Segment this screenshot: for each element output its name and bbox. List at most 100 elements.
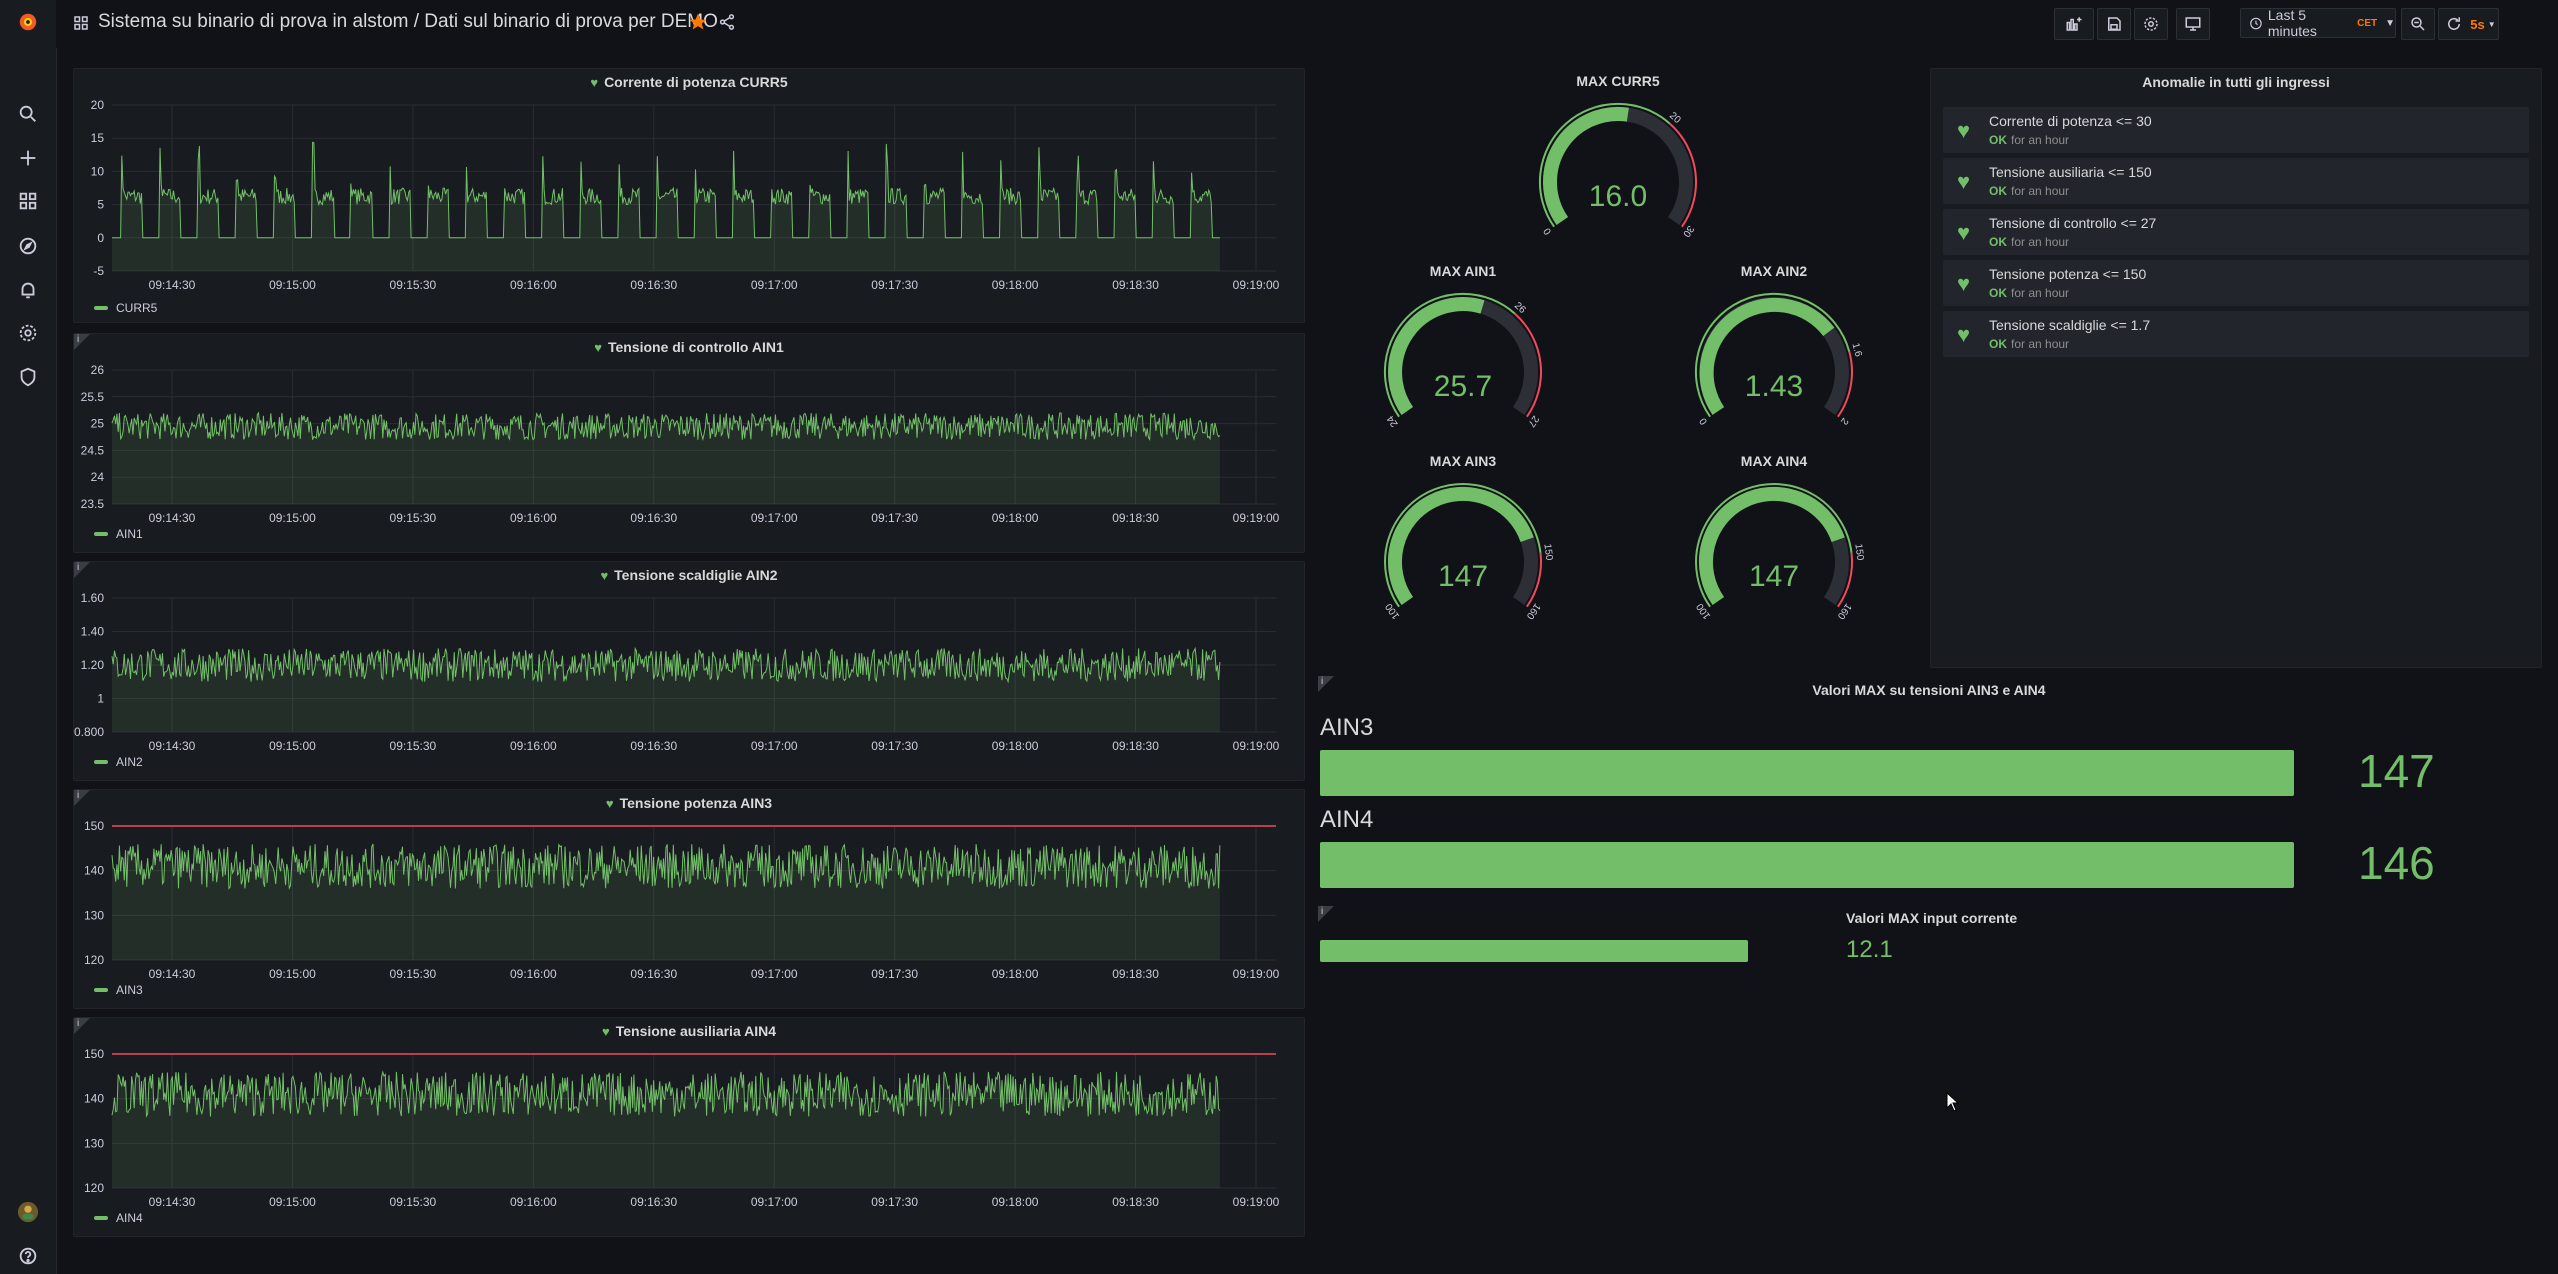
info-corner[interactable] bbox=[74, 790, 90, 806]
info-icon[interactable]: i bbox=[77, 1018, 80, 1029]
gauge-title[interactable]: MAX CURR5 bbox=[1576, 73, 1660, 89]
x-tick-label: 09:18:30 bbox=[1112, 1195, 1159, 1209]
info-corner[interactable] bbox=[74, 1018, 90, 1034]
x-tick-label: 09:15:30 bbox=[390, 739, 437, 753]
gauge-panel[interactable]: MAX AIN2 0 1.6 2 1.43 bbox=[1674, 258, 1874, 438]
timeseries-panel-ain2[interactable]: i ♥ Tensione scaldiglie AIN2 1.60 1.40 1.20… bbox=[73, 561, 1305, 781]
bar-gauge-panel-current[interactable]: i Valori MAX input corrente 12.1 bbox=[1318, 906, 2540, 976]
legend-item[interactable]: AIN1 bbox=[94, 527, 143, 541]
info-icon[interactable]: i bbox=[1321, 676, 1324, 687]
x-tick-label: 09:14:30 bbox=[149, 278, 196, 292]
favorite-star-icon[interactable] bbox=[688, 12, 708, 37]
alert-name[interactable]: Tensione ausiliaria <= 150 bbox=[1989, 164, 2152, 180]
series-line[interactable] bbox=[112, 141, 1220, 239]
gauge-panel[interactable]: MAX AIN4 100 150 160 147 bbox=[1674, 448, 1874, 628]
bar-gauge-track bbox=[1320, 842, 2294, 888]
panel-title[interactable]: Anomalie in tutti gli ingressi bbox=[2142, 74, 2330, 90]
configuration-gear-icon[interactable] bbox=[16, 321, 40, 345]
timeseries-panel-ain3[interactable]: i ♥ Tensione potenza AIN3 150 140 130 120 09:… bbox=[73, 789, 1305, 1009]
zoom-out-button[interactable] bbox=[2401, 8, 2435, 40]
legend-item[interactable]: CURR5 bbox=[94, 301, 157, 315]
info-corner[interactable] bbox=[74, 334, 90, 350]
alert-item[interactable]: ♥ Tensione di controllo <= 27 OK for an h… bbox=[1943, 209, 2529, 255]
timeseries-plot[interactable]: 150 140 130 120 09:14:30 09:15:00 09:15:30 09:1… bbox=[74, 816, 1306, 984]
alert-name[interactable]: Tensione scaldiglie <= 1.7 bbox=[1989, 317, 2151, 333]
series-line[interactable] bbox=[111, 646, 1221, 684]
y-tick-label: 150 bbox=[84, 1047, 104, 1061]
gauge-panel[interactable]: MAX CURR5 0 20 30 16.0 bbox=[1518, 68, 1718, 248]
info-icon[interactable]: i bbox=[77, 562, 80, 573]
dashboards-icon[interactable] bbox=[16, 189, 40, 213]
bar-gauge-value: 147 bbox=[2358, 745, 2435, 797]
series-line[interactable] bbox=[111, 843, 1221, 890]
timeseries-panel-ain1[interactable]: i ♥ Tensione di controllo AIN1 26 25.5 25 24… bbox=[73, 333, 1305, 553]
server-admin-shield-icon[interactable] bbox=[16, 365, 40, 389]
timeseries-plot[interactable]: 1.60 1.40 1.20 1 0.800 09:14:30 09:15:00 09:15:… bbox=[74, 588, 1306, 756]
legend-item[interactable]: AIN3 bbox=[94, 983, 143, 997]
info-corner[interactable] bbox=[1318, 906, 1334, 922]
explore-compass-icon[interactable] bbox=[16, 234, 40, 258]
series-area bbox=[112, 843, 1220, 960]
time-picker-button[interactable]: Last 5 minutes CET ▼ bbox=[2240, 7, 2396, 39]
timeseries-plot[interactable]: 26 25.5 25 24.5 24 23.5 09:14:30 09:15:00 09:15:… bbox=[74, 360, 1306, 528]
panel-title[interactable]: ♥ Corrente di potenza CURR5 bbox=[74, 74, 1304, 90]
add-panel-button[interactable] bbox=[2054, 8, 2094, 40]
series-line[interactable] bbox=[111, 1070, 1221, 1118]
gauge-title[interactable]: MAX AIN4 bbox=[1740, 453, 1808, 469]
alert-list-panel[interactable]: Anomalie in tutti gli ingressi ♥ Corrent… bbox=[1930, 68, 2542, 668]
panel-title[interactable]: ♥ Tensione potenza AIN3 bbox=[74, 795, 1304, 811]
x-tick-label: 09:16:30 bbox=[630, 511, 677, 525]
alerting-bell-icon[interactable] bbox=[16, 278, 40, 302]
alert-name[interactable]: Corrente di potenza <= 30 bbox=[1989, 113, 2152, 129]
legend-item[interactable]: AIN4 bbox=[94, 1211, 143, 1225]
cycle-view-mode-button[interactable] bbox=[2176, 8, 2210, 40]
timeseries-panel-curr5[interactable]: ♥ Corrente di potenza CURR5 20 15 10 5 0 -5 09:… bbox=[73, 68, 1305, 323]
dashboard-title[interactable]: Sistema su binario di prova in alstom / … bbox=[98, 11, 718, 32]
x-tick-label: 09:16:30 bbox=[630, 278, 677, 292]
alert-item[interactable]: ♥ Tensione potenza <= 150 OK for an hour bbox=[1943, 260, 2529, 306]
info-corner[interactable] bbox=[1318, 676, 1334, 692]
timeseries-panel-ain4[interactable]: i ♥ Tensione ausiliaria AIN4 150 140 130 120… bbox=[73, 1017, 1305, 1237]
alert-item[interactable]: ♥ Tensione scaldiglie <= 1.7 OK for an ho… bbox=[1943, 311, 2529, 357]
info-icon[interactable]: i bbox=[77, 790, 80, 801]
alert-name[interactable]: Tensione potenza <= 150 bbox=[1989, 266, 2147, 282]
panel-title[interactable]: Valori MAX su tensioni AIN3 e AIN4 bbox=[1812, 682, 2046, 698]
timeseries-plot[interactable]: 20 15 10 5 0 -5 09:14:30 09:15:00 09:15:30 09:16:… bbox=[74, 95, 1306, 295]
heart-ok-icon: ♥ bbox=[1957, 271, 1971, 296]
search-icon[interactable] bbox=[16, 102, 40, 126]
gauge-title[interactable]: MAX AIN3 bbox=[1429, 453, 1497, 469]
gauge-panel[interactable]: MAX AIN3 100 150 160 147 bbox=[1363, 448, 1563, 628]
x-tick-label: 09:18:30 bbox=[1112, 278, 1159, 292]
info-corner[interactable] bbox=[74, 562, 90, 578]
help-icon[interactable] bbox=[16, 1244, 40, 1268]
series-line[interactable] bbox=[111, 411, 1221, 442]
bar-gauge-panel-ain3-ain4[interactable]: i Valori MAX su tensioni AIN3 e AIN4 AIN… bbox=[1318, 676, 2540, 906]
gauge-title[interactable]: MAX AIN1 bbox=[1429, 263, 1497, 279]
timeseries-plot[interactable]: 150 140 130 120 09:14:30 09:15:00 09:15:30 09:1… bbox=[74, 1044, 1306, 1212]
dashboard-settings-button[interactable] bbox=[2134, 8, 2168, 40]
refresh-interval-picker[interactable]: 5s ▼ bbox=[2468, 8, 2499, 40]
alert-item[interactable]: ♥ Corrente di potenza <= 30 OK for an hou… bbox=[1943, 107, 2529, 153]
panel-title[interactable]: Valori MAX input corrente bbox=[1846, 910, 2018, 926]
share-icon[interactable] bbox=[718, 13, 736, 36]
alert-name[interactable]: Tensione di controllo <= 27 bbox=[1989, 215, 2157, 231]
heart-alert-icon: ♥ bbox=[605, 796, 614, 811]
refresh-button[interactable] bbox=[2438, 8, 2470, 40]
info-icon[interactable]: i bbox=[1321, 906, 1324, 917]
dashboards-grid-icon[interactable] bbox=[72, 14, 90, 37]
grafana-logo-icon[interactable] bbox=[16, 10, 40, 34]
panel-title[interactable]: ♥ Tensione scaldiglie AIN2 bbox=[74, 567, 1304, 583]
alert-item[interactable]: ♥ Tensione ausiliaria <= 150 OK for an ho… bbox=[1943, 158, 2529, 204]
info-icon[interactable]: i bbox=[77, 334, 80, 345]
user-avatar[interactable] bbox=[16, 1200, 40, 1224]
gauge-panel[interactable]: MAX AIN1 24 26 27 25.7 bbox=[1363, 258, 1563, 438]
gauge-title[interactable]: MAX AIN2 bbox=[1740, 263, 1808, 279]
x-tick-label: 09:14:30 bbox=[149, 967, 196, 981]
legend-item[interactable]: AIN2 bbox=[94, 755, 143, 769]
create-plus-icon[interactable] bbox=[16, 146, 40, 170]
panel-title[interactable]: ♥ Tensione ausiliaria AIN4 bbox=[74, 1023, 1304, 1039]
panel-title[interactable]: ♥ Tensione di controllo AIN1 bbox=[74, 339, 1304, 355]
save-dashboard-button[interactable] bbox=[2097, 8, 2131, 40]
refresh-icon bbox=[2448, 17, 2460, 30]
gauge-value: 25.7 bbox=[1434, 370, 1492, 403]
